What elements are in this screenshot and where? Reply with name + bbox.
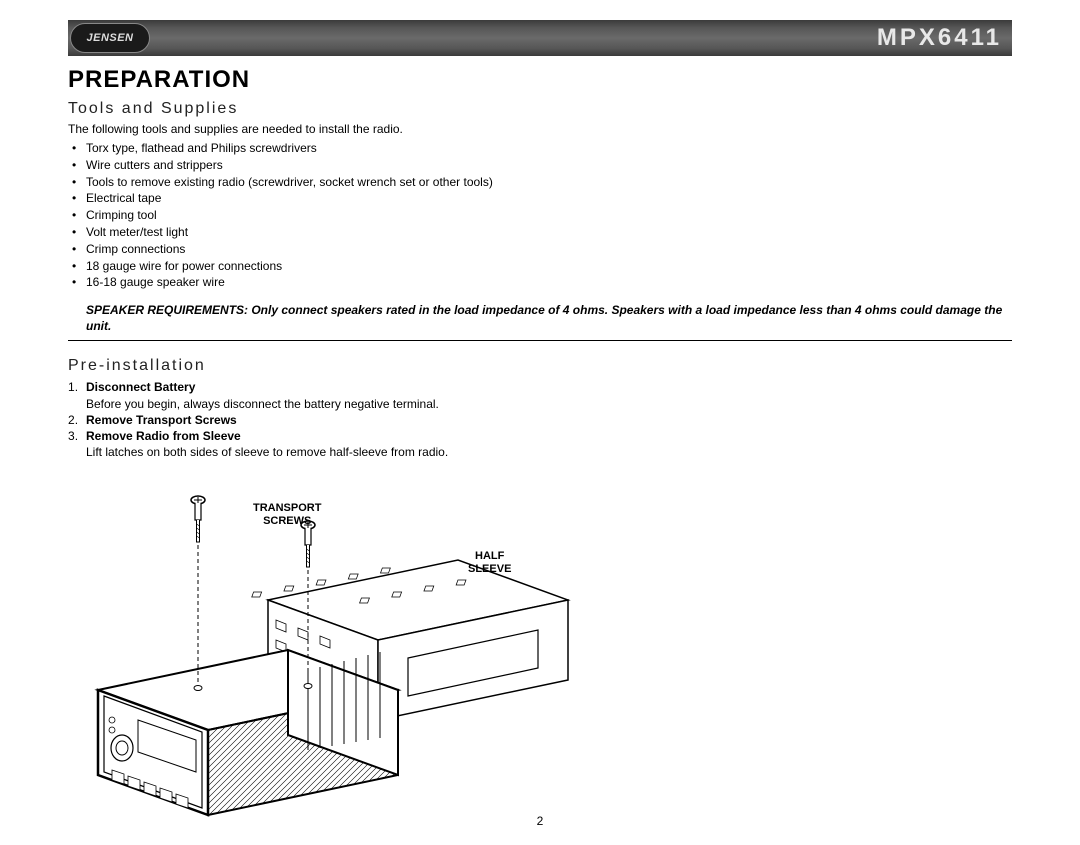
preinstall-heading: Pre-installation (68, 357, 1012, 375)
brand-logo: JENSEN (70, 23, 150, 53)
installation-diagram: TRANSPORT SCREWS HALF SLEEVE (68, 470, 1012, 840)
half-sleeve-label: HALF SLEEVE (468, 550, 511, 576)
list-item: Volt meter/test light (86, 224, 1012, 241)
radio-body-shape (98, 650, 398, 815)
step-title: Disconnect Battery (86, 380, 195, 394)
step-item: Remove Radio from Sleeve Lift latches on… (86, 428, 1012, 460)
step-title: Remove Transport Screws (86, 413, 237, 427)
speaker-requirements-note: SPEAKER REQUIREMENTS: Only connect speak… (68, 301, 1012, 341)
tools-heading: Tools and Supplies (68, 100, 1012, 118)
transport-screws-label: TRANSPORT SCREWS (253, 502, 321, 528)
page-title: PREPARATION (68, 66, 1012, 94)
list-item: 18 gauge wire for power connections (86, 258, 1012, 275)
step-desc: Before you begin, always disconnect the … (86, 396, 1012, 412)
step-item: Disconnect Battery Before you begin, alw… (86, 379, 1012, 411)
list-item: Torx type, flathead and Philips screwdri… (86, 140, 1012, 157)
list-item: Crimp connections (86, 241, 1012, 258)
preinstall-steps: Disconnect Battery Before you begin, alw… (68, 379, 1012, 460)
tools-list: Torx type, flathead and Philips screwdri… (68, 140, 1012, 291)
list-item: Electrical tape (86, 190, 1012, 207)
step-title: Remove Radio from Sleeve (86, 429, 241, 443)
step-item: Remove Transport Screws (86, 412, 1012, 428)
model-number: MPX6411 (877, 24, 1002, 52)
list-item: Crimping tool (86, 207, 1012, 224)
radio-diagram-svg: <폴ygon/> (68, 470, 628, 840)
step-desc: Lift latches on both sides of sleeve to … (86, 444, 1012, 460)
tools-intro: The following tools and supplies are nee… (68, 122, 1012, 136)
list-item: Wire cutters and strippers (86, 157, 1012, 174)
list-item: Tools to remove existing radio (screwdri… (86, 174, 1012, 191)
list-item: 16-18 gauge speaker wire (86, 274, 1012, 291)
header-bar: JENSEN MPX6411 (68, 20, 1012, 56)
page-number: 2 (537, 814, 544, 828)
